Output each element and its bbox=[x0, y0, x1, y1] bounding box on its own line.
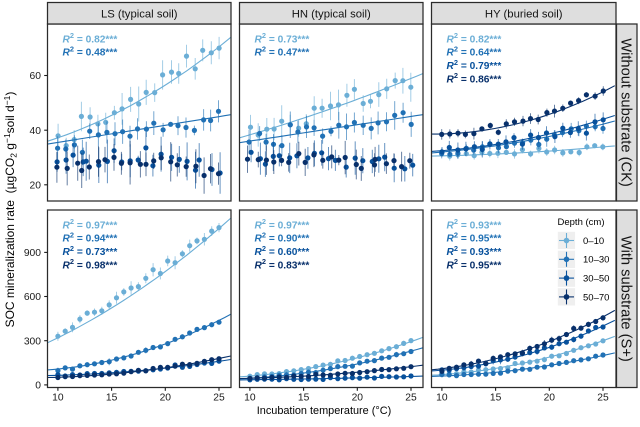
svg-text:15: 15 bbox=[106, 393, 118, 404]
svg-text:HN (typical soil): HN (typical soil) bbox=[292, 8, 371, 20]
svg-text:30–50: 30–50 bbox=[583, 274, 609, 285]
svg-text:HY (buried soil): HY (buried soil) bbox=[485, 8, 563, 20]
svg-text:300: 300 bbox=[24, 336, 41, 347]
svg-text:With substrate (S+): With substrate (S+) bbox=[618, 236, 634, 362]
svg-text:R2 = 0.86***: R2 = 0.86*** bbox=[447, 71, 502, 85]
svg-text:Depth (cm): Depth (cm) bbox=[558, 217, 605, 228]
svg-text:15: 15 bbox=[490, 393, 502, 404]
svg-text:R2 = 0.64***: R2 = 0.64*** bbox=[447, 44, 502, 58]
svg-text:R2 = 0.73***: R2 = 0.73*** bbox=[63, 244, 118, 258]
svg-text:10: 10 bbox=[52, 393, 64, 404]
svg-text:R2 = 0.79***: R2 = 0.79*** bbox=[447, 58, 502, 72]
svg-text:R2 = 0.97***: R2 = 0.97*** bbox=[255, 217, 310, 231]
svg-text:40: 40 bbox=[30, 126, 42, 137]
svg-text:R2 = 0.95***: R2 = 0.95*** bbox=[447, 257, 502, 271]
svg-text:R2 = 0.93***: R2 = 0.93*** bbox=[447, 217, 502, 231]
svg-text:R2 = 0.73***: R2 = 0.73*** bbox=[255, 31, 310, 45]
svg-text:Incubation temperature (°C): Incubation temperature (°C) bbox=[257, 405, 392, 417]
svg-text:900: 900 bbox=[24, 248, 41, 259]
svg-text:20: 20 bbox=[544, 393, 556, 404]
svg-text:10: 10 bbox=[436, 393, 448, 404]
svg-text:R2 = 0.90***: R2 = 0.90*** bbox=[255, 231, 310, 245]
svg-text:R2 = 0.82***: R2 = 0.82*** bbox=[63, 31, 118, 45]
svg-text:600: 600 bbox=[24, 292, 41, 303]
svg-text:R2 = 0.95***: R2 = 0.95*** bbox=[447, 231, 502, 245]
svg-text:Without substrate (CK): Without substrate (CK) bbox=[618, 38, 634, 187]
svg-text:20: 20 bbox=[160, 393, 172, 404]
svg-text:0: 0 bbox=[35, 381, 41, 392]
svg-text:10–30: 10–30 bbox=[583, 255, 609, 266]
svg-text:LS (typical soil): LS (typical soil) bbox=[101, 8, 178, 20]
svg-text:R2 = 0.60***: R2 = 0.60*** bbox=[255, 244, 310, 258]
svg-text:60: 60 bbox=[30, 71, 42, 82]
svg-text:R2 = 0.94***: R2 = 0.94*** bbox=[63, 231, 118, 245]
svg-text:25: 25 bbox=[597, 393, 609, 404]
svg-text:50–70: 50–70 bbox=[583, 292, 609, 303]
svg-text:25: 25 bbox=[213, 393, 225, 404]
svg-text:15: 15 bbox=[298, 393, 310, 404]
svg-text:0–10: 0–10 bbox=[583, 236, 604, 247]
svg-text:25: 25 bbox=[405, 393, 417, 404]
svg-text:R2 = 0.48***: R2 = 0.48*** bbox=[63, 44, 118, 58]
svg-text:20: 20 bbox=[352, 393, 364, 404]
svg-text:R2 = 0.82***: R2 = 0.82*** bbox=[447, 31, 502, 45]
svg-text:R2 = 0.98***: R2 = 0.98*** bbox=[63, 257, 118, 271]
svg-text:R2 = 0.83***: R2 = 0.83*** bbox=[255, 257, 310, 271]
svg-text:R2 = 0.93***: R2 = 0.93*** bbox=[447, 244, 502, 258]
svg-text:10: 10 bbox=[244, 393, 256, 404]
svg-text:R2 = 0.97***: R2 = 0.97*** bbox=[63, 217, 118, 231]
svg-text:SOC mineralization rate (µgCO: SOC mineralization rate (µgCO2 g−1soil d… bbox=[2, 92, 19, 328]
svg-text:20: 20 bbox=[30, 181, 42, 192]
svg-text:R2 = 0.47***: R2 = 0.47*** bbox=[255, 44, 310, 58]
